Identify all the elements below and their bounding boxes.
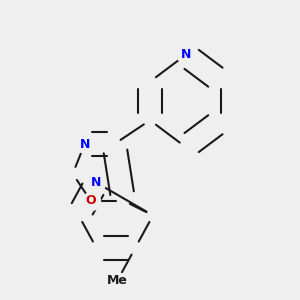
- Text: Me: Me: [107, 274, 128, 287]
- Text: N: N: [80, 138, 90, 151]
- Text: O: O: [85, 194, 96, 207]
- Text: N: N: [181, 48, 191, 62]
- Text: N: N: [91, 176, 102, 189]
